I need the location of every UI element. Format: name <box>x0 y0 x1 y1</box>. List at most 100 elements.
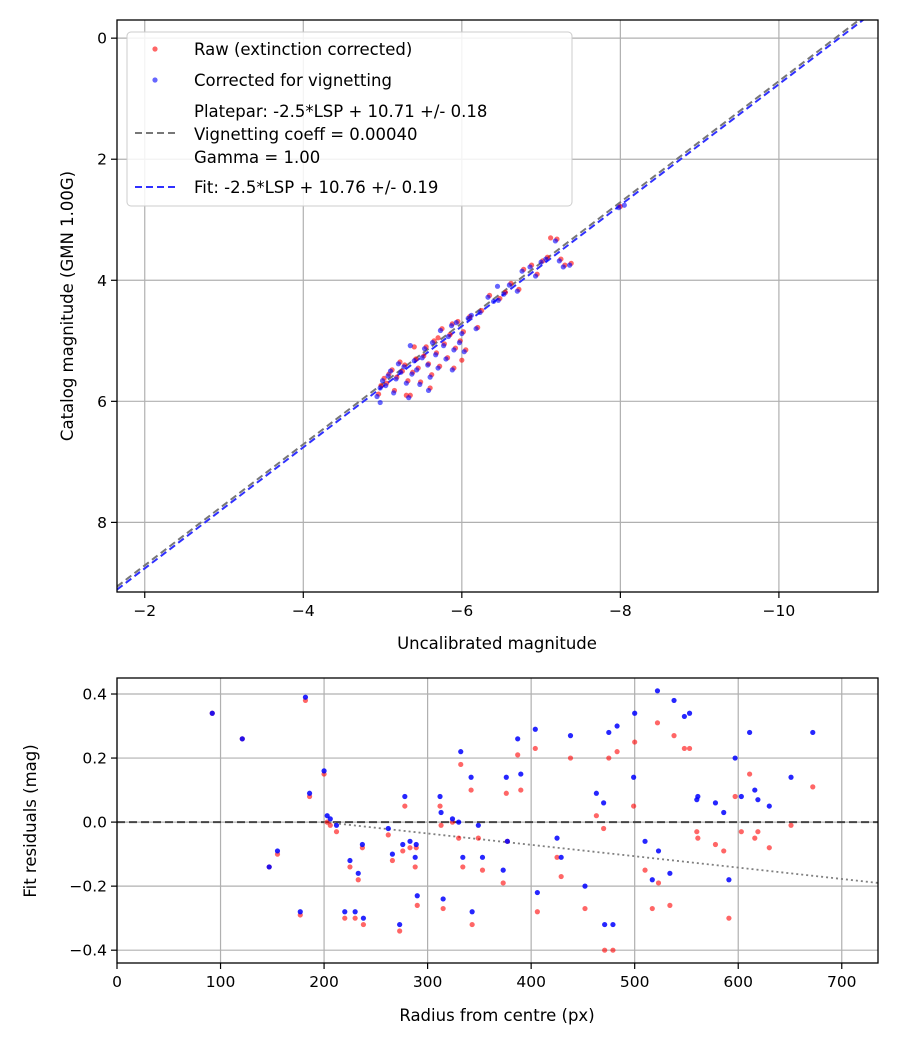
corrected-residual-point <box>302 694 309 700</box>
raw-residual-point <box>500 880 506 886</box>
y-tick-label: 0.0 <box>82 814 107 832</box>
legend-gamma-label: Gamma = 1.00 <box>194 148 320 167</box>
top-x-tick-labels: −2 −4 −6 −8 −10 <box>133 602 795 620</box>
raw-residual-point <box>593 813 599 819</box>
raw-residual-point <box>389 857 396 864</box>
legend-corrected-marker <box>152 77 158 83</box>
bottom-plot-background <box>117 678 878 963</box>
raw-residual-point <box>732 793 738 800</box>
corrected-residual-point <box>321 768 327 774</box>
y-tick-label: 2 <box>97 151 107 169</box>
corrected-point <box>453 320 459 326</box>
corrected-residual-point <box>342 909 348 915</box>
corrected-residual-point <box>606 729 612 736</box>
platepar-line <box>117 20 861 588</box>
raw-residual-point <box>582 905 588 912</box>
corrected-point <box>538 259 544 265</box>
x-tick-label: −4 <box>292 602 315 620</box>
bottom-y-tick-labels: −0.4 −0.2 0.0 0.2 0.4 <box>69 686 107 960</box>
x-tick-label: 600 <box>723 973 753 991</box>
corrected-point <box>477 309 483 315</box>
corrected-point <box>567 262 573 268</box>
corrected-point <box>490 298 497 305</box>
corrected-residual-point <box>438 809 444 816</box>
bottom-ticks <box>111 693 843 969</box>
corrected-residual-point <box>324 813 330 819</box>
corrected-residual-point <box>747 729 753 736</box>
corrected-residual-point <box>449 816 456 822</box>
corrected-point <box>543 256 549 262</box>
corrected-point <box>468 312 474 318</box>
corrected-point <box>461 349 467 355</box>
corrected-residual-point <box>738 793 744 800</box>
bottom-scatter-points <box>209 688 816 953</box>
y-tick-label: 6 <box>97 393 107 411</box>
raw-point <box>459 357 465 363</box>
raw-residual-point <box>475 835 481 841</box>
corrected-residual-point <box>239 736 245 742</box>
corrected-point <box>621 202 627 208</box>
corrected-point <box>560 264 566 270</box>
corrected-residual-point <box>266 864 272 870</box>
raw-residual-point <box>342 915 348 921</box>
raw-residual-point <box>631 803 637 809</box>
corrected-point <box>448 323 455 329</box>
x-tick-label: 500 <box>620 973 650 991</box>
raw-residual-point <box>468 787 474 793</box>
corrected-point <box>514 288 520 294</box>
corrected-point <box>429 340 436 346</box>
corrected-residual-point <box>642 838 648 844</box>
raw-residual-point <box>327 822 333 828</box>
corrected-residual-point <box>752 787 758 793</box>
corrected-residual-point <box>558 854 564 860</box>
raw-residual-point <box>438 822 444 828</box>
x-tick-label: −8 <box>609 602 632 620</box>
corrected-residual-point <box>631 774 637 780</box>
corrected-residual-point <box>655 848 662 854</box>
raw-residual-point <box>788 822 794 828</box>
corrected-point <box>506 282 512 288</box>
corrected-point <box>445 333 451 340</box>
corrected-residual-point <box>352 909 358 915</box>
corrected-residual-point <box>460 854 466 860</box>
corrected-point <box>427 374 433 380</box>
corrected-point <box>425 387 432 394</box>
raw-residual-point <box>414 902 420 908</box>
corrected-point <box>616 205 622 211</box>
raw-residual-point <box>726 915 732 921</box>
corrected-residual-point <box>681 713 687 720</box>
corrected-residual-point <box>503 774 509 780</box>
corrected-residual-point <box>582 883 588 889</box>
corrected-point <box>393 376 399 382</box>
x-tick-label: −6 <box>450 602 473 620</box>
top-y-tick-labels: 0 2 4 6 8 <box>97 30 107 532</box>
raw-residual-point <box>385 832 391 838</box>
corrected-point <box>409 371 415 377</box>
corrected-point <box>456 340 463 346</box>
corrected-residual-point <box>766 803 772 809</box>
corrected-residual-point <box>389 851 396 857</box>
raw-residual-point <box>407 845 413 851</box>
x-tick-label: −10 <box>763 602 796 620</box>
corrected-point <box>501 291 507 297</box>
raw-residual-point <box>437 803 443 809</box>
corrected-point <box>407 343 413 349</box>
corrected-point <box>433 352 439 358</box>
raw-residual-point <box>567 755 574 761</box>
corrected-point <box>383 382 389 389</box>
raw-residual-point <box>614 749 620 755</box>
raw-residual-point <box>649 905 655 912</box>
corrected-residual-point <box>712 800 719 806</box>
legend-platepar-label: Platepar: -2.5*LSP + 10.71 +/- 0.18 <box>194 102 487 121</box>
raw-residual-point <box>695 835 701 841</box>
raw-residual-point <box>456 835 462 841</box>
corrected-residual-point <box>534 889 540 896</box>
corrected-residual-point <box>726 877 732 883</box>
raw-residual-point <box>642 867 648 873</box>
raw-residual-point <box>460 864 466 870</box>
raw-residual-point <box>333 829 340 835</box>
corrected-residual-point <box>504 838 510 844</box>
corrected-point <box>552 238 558 244</box>
corrected-residual-point <box>360 915 367 921</box>
raw-residual-point <box>558 873 564 880</box>
